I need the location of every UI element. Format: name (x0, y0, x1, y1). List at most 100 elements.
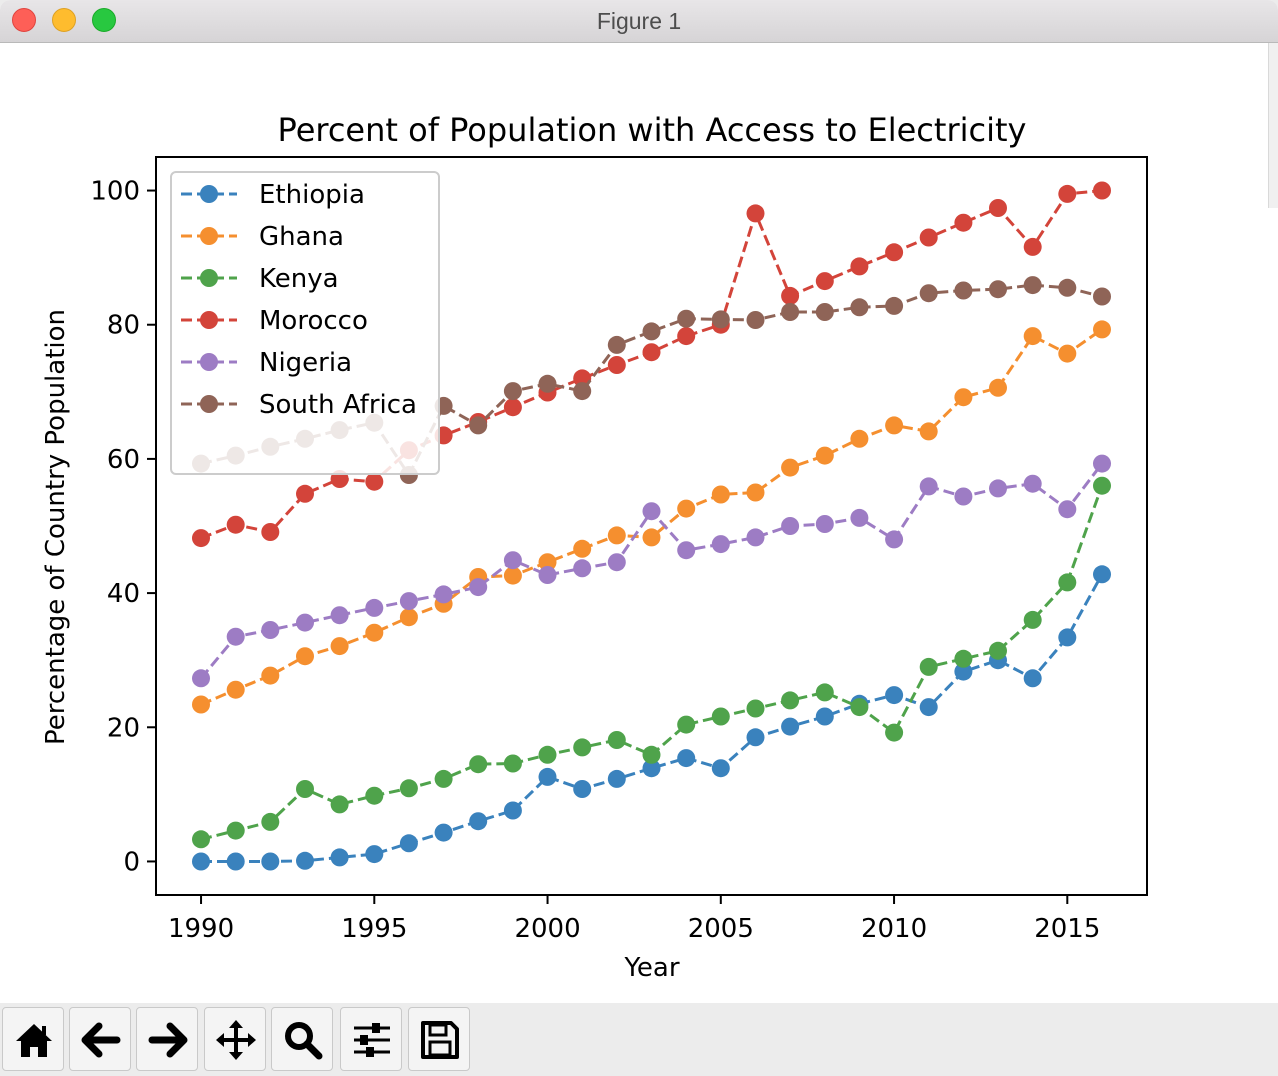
data-point (330, 606, 349, 625)
zoom-button[interactable] (271, 1007, 333, 1071)
pan-button[interactable] (204, 1007, 266, 1071)
data-point (1058, 278, 1077, 297)
arrow-right-icon (148, 1022, 188, 1058)
data-point (746, 204, 765, 223)
data-point (781, 517, 800, 535)
data-point (781, 691, 800, 710)
figure-canvas[interactable]: Percent of Population with Access to Ele… (0, 43, 1278, 1003)
forward-button[interactable] (136, 1007, 198, 1071)
data-point (1058, 344, 1077, 363)
series-line (201, 573, 1104, 863)
data-point (746, 728, 765, 747)
data-point (296, 851, 314, 870)
back-button[interactable] (69, 1007, 131, 1071)
move-icon (216, 1020, 256, 1060)
arrow-left-icon (81, 1022, 121, 1058)
window-edge-strip (1268, 43, 1278, 208)
data-point (919, 477, 938, 496)
data-point (850, 698, 869, 717)
line-chart: Percent of Population with Access to Ele… (41, 111, 1148, 983)
save-button[interactable] (408, 1007, 470, 1071)
data-point (192, 830, 210, 849)
data-point (677, 749, 696, 768)
data-point (989, 479, 1007, 498)
maximize-window-button[interactable] (92, 8, 116, 32)
legend-entry: Ethiopia (181, 180, 365, 210)
navigation-toolbar (0, 1003, 1278, 1076)
data-point (815, 515, 834, 533)
legend-entry: Kenya (181, 264, 339, 294)
data-point (226, 821, 245, 840)
data-point (677, 715, 696, 734)
magnifier-icon (285, 1022, 323, 1060)
data-point (365, 598, 384, 617)
data-point (192, 852, 210, 871)
data-point (330, 795, 349, 814)
legend-marker (200, 269, 218, 287)
series-ethiopia (192, 565, 1111, 871)
data-point (746, 528, 765, 547)
data-point (815, 272, 834, 291)
data-point (330, 637, 349, 656)
data-point (885, 723, 904, 742)
plot-area (192, 181, 1111, 871)
data-point (573, 780, 592, 798)
x-axis-label: Year (623, 953, 679, 983)
x-tick-label: 2000 (514, 914, 580, 944)
x-tick-label: 1995 (341, 914, 407, 944)
close-window-button[interactable] (12, 8, 36, 32)
data-point (850, 508, 869, 527)
data-point (1093, 454, 1111, 473)
data-point (711, 310, 730, 329)
data-point (607, 526, 626, 545)
configure-subplots-button[interactable] (340, 1007, 402, 1071)
data-point (815, 683, 834, 702)
legend-entry: South Africa (181, 390, 417, 420)
minimize-window-button[interactable] (52, 8, 76, 32)
data-point (1093, 320, 1111, 339)
data-point (434, 823, 453, 842)
data-point (399, 592, 418, 611)
legend-marker (200, 353, 218, 371)
data-point (296, 613, 314, 632)
data-point (1093, 287, 1111, 306)
data-point (850, 257, 869, 276)
data-point (677, 541, 696, 560)
data-point (919, 698, 938, 717)
data-point (261, 523, 280, 541)
x-tick-label: 2005 (688, 914, 754, 944)
data-point (850, 429, 869, 448)
y-tick-label: 60 (107, 445, 140, 475)
chart-title: Percent of Population with Access to Ele… (278, 111, 1027, 149)
data-point (503, 398, 522, 417)
data-point (607, 335, 626, 354)
data-point (885, 296, 904, 315)
data-point (919, 657, 938, 676)
data-point (642, 745, 661, 764)
data-point (989, 280, 1007, 299)
data-point (503, 566, 522, 585)
legend-entry: Morocco (181, 306, 368, 336)
data-point (503, 801, 522, 820)
data-point (1058, 500, 1077, 519)
legend-label: Kenya (259, 264, 339, 294)
data-point (989, 199, 1007, 217)
data-point (607, 356, 626, 374)
data-point (885, 243, 904, 262)
title-bar[interactable]: Figure 1 (0, 0, 1278, 43)
data-point (261, 852, 280, 871)
data-point (711, 707, 730, 726)
data-point (781, 286, 800, 305)
data-point (573, 382, 592, 401)
data-point (815, 446, 834, 465)
y-tick-label: 100 (90, 177, 140, 207)
sliders-icon (354, 1023, 390, 1057)
legend: Ethiopia Ghana Kenya Morocco Nigeria South Af… (170, 171, 440, 475)
legend-label: Ghana (259, 222, 344, 252)
axes-frame (155, 156, 1148, 896)
data-point (781, 458, 800, 477)
legend-label: Ethiopia (259, 180, 365, 210)
home-button[interactable] (2, 1007, 64, 1071)
data-point (434, 585, 453, 604)
data-point (365, 472, 384, 491)
